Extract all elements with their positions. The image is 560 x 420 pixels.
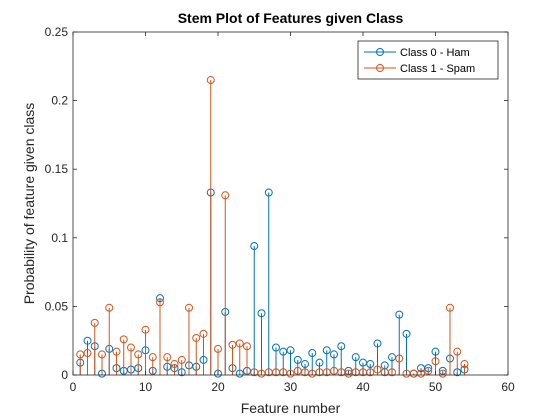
marker-spam-19 [206, 76, 215, 85]
marker-spam-23 [235, 339, 244, 348]
legend-box [357, 40, 499, 80]
marker-ham-42 [373, 339, 382, 348]
marker-spam-42 [373, 365, 382, 374]
axes-background [73, 32, 508, 375]
marker-spam-50 [431, 357, 440, 366]
marker-ham-32 [301, 360, 309, 369]
marker-spam-53 [453, 347, 462, 356]
x-tick-label: 40 [356, 380, 370, 394]
marker-spam-41 [366, 368, 375, 377]
marker-spam-3 [90, 318, 99, 327]
marker-spam-17 [192, 333, 201, 342]
marker-ham-12 [156, 294, 164, 303]
marker-spam-4 [98, 350, 106, 359]
marker-spam-15 [177, 355, 186, 364]
marker-ham-26 [257, 309, 266, 318]
marker-spam-11 [148, 353, 157, 362]
marker-spam-48 [417, 369, 425, 378]
marker-ham-41 [366, 360, 375, 369]
axis-ticks: 0 10 20 30 40 50 60 0 0.05 0.1 0.15 0.2 0.25 [45, 25, 515, 394]
marker-ham-36 [330, 350, 338, 359]
y-tick-label: 0 [61, 368, 68, 382]
marker-ham-30 [286, 346, 295, 355]
marker-ham-25 [250, 242, 259, 251]
x-tick-label: 30 [284, 380, 298, 394]
y-tick-label: 0.05 [45, 299, 69, 313]
x-tick-label: 20 [211, 380, 225, 394]
marker-ham-27 [264, 188, 273, 197]
marker-ham-50 [431, 347, 440, 356]
marker-ham-2 [83, 336, 92, 345]
marker-ham-28 [272, 343, 280, 352]
marker-ham-34 [315, 358, 324, 367]
marker-spam-16 [185, 303, 193, 312]
marker-spam-21 [221, 191, 230, 200]
x-tick-label: 0 [70, 380, 77, 394]
y-tick-label: 0.1 [51, 231, 68, 245]
marker-spam-44 [388, 368, 396, 377]
marker-spam-6 [112, 347, 121, 356]
marker-ham-31 [293, 355, 302, 364]
y-tick-label: 0.2 [51, 94, 68, 108]
marker-spam-14 [170, 360, 179, 369]
legend-label-spam: Class 1 - Spam [400, 63, 475, 75]
marker-spam-20 [214, 344, 222, 353]
marker-ham-46 [402, 329, 411, 338]
marker-ham-45 [395, 310, 404, 319]
legend-label-ham: Class 0 - Ham [400, 47, 470, 59]
y-tick-label: 0.15 [45, 162, 69, 176]
marker-spam-54 [460, 360, 469, 369]
y-axis-title: Probability of feature given class [21, 103, 37, 305]
marker-ham-39 [351, 353, 360, 362]
marker-spam-8 [127, 343, 135, 352]
marker-spam-45 [395, 354, 404, 363]
marker-ham-37 [337, 342, 346, 351]
legend: Class 0 - Ham Class 1 - Spam [357, 40, 499, 80]
x-tick-label: 60 [501, 380, 515, 394]
marker-spam-7 [119, 335, 128, 344]
marker-ham-33 [308, 349, 317, 358]
legend-marker-spam [376, 64, 384, 72]
x-axis-title: Feature number [241, 400, 341, 416]
marker-spam-13 [163, 353, 172, 362]
marker-spam-12 [156, 298, 164, 307]
marker-spam-10 [141, 325, 150, 334]
marker-spam-49 [424, 366, 433, 375]
marker-spam-2 [83, 349, 92, 358]
marker-spam-52 [446, 303, 454, 312]
series-spam-layer [76, 76, 469, 378]
marker-spam-9 [134, 350, 143, 359]
x-tick-label: 10 [139, 380, 153, 394]
marker-spam-30 [286, 369, 295, 378]
legend-marker-ham [376, 48, 384, 56]
marker-spam-51 [438, 369, 447, 378]
marker-spam-5 [105, 303, 114, 312]
marker-spam-24 [243, 342, 251, 351]
x-tick-label: 50 [429, 380, 443, 394]
marker-ham-35 [322, 346, 331, 355]
marker-spam-18 [199, 329, 208, 338]
y-tick-label: 0.25 [45, 25, 69, 39]
chart-title: Stem Plot of Features given Class [178, 10, 404, 26]
